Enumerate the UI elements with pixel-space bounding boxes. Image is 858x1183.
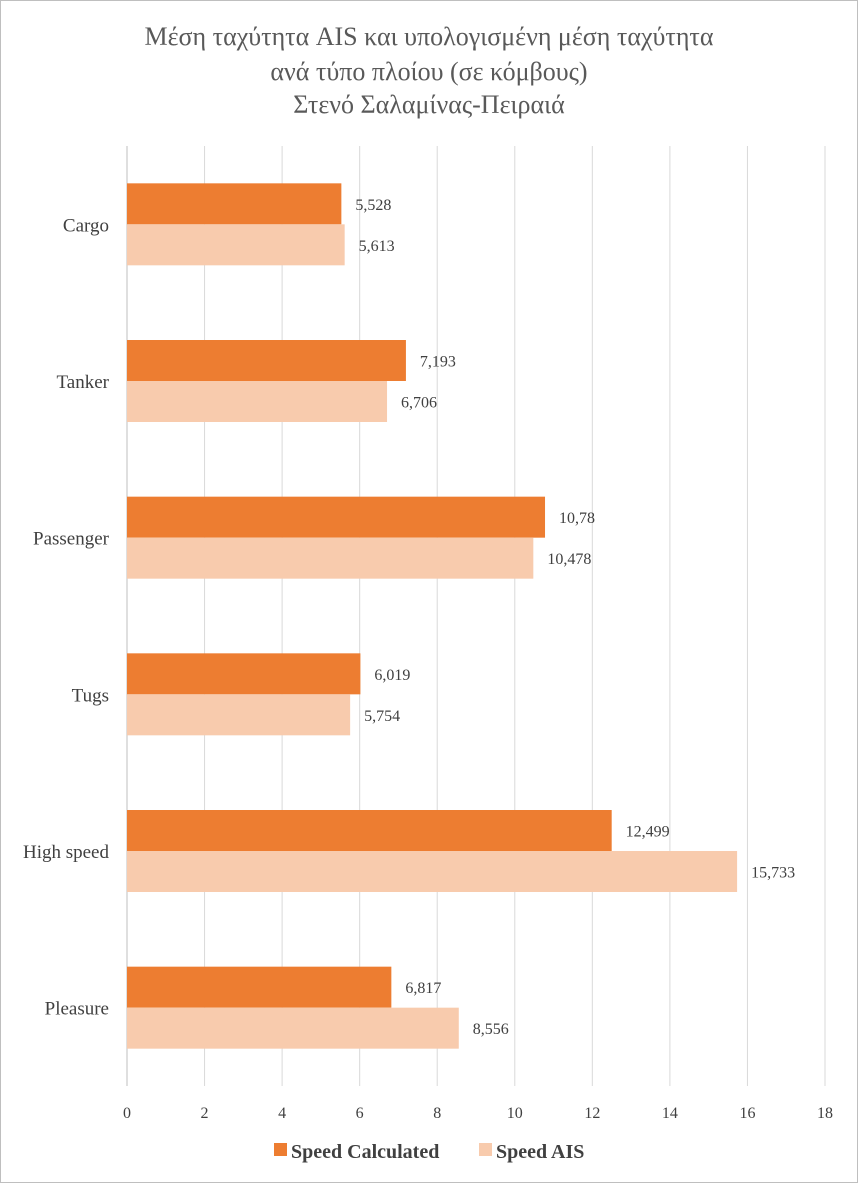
category-label: High speed: [23, 842, 110, 863]
x-tick-label: 4: [278, 1105, 286, 1122]
data-label: 6,019: [374, 667, 410, 684]
category-label: Cargo: [63, 215, 109, 236]
legend-label: Speed Calculated: [291, 1141, 439, 1163]
bar-speed-calculated-passenger: [127, 496, 546, 538]
data-label: 10,478: [547, 551, 591, 568]
x-tick-label: 18: [817, 1105, 833, 1122]
data-label: 5,528: [355, 197, 391, 214]
x-tick-label: 10: [507, 1105, 523, 1122]
category-label: Tanker: [57, 372, 110, 393]
data-label: 5,613: [359, 238, 395, 255]
gridlines: [126, 146, 826, 1086]
data-label: 6,706: [401, 395, 437, 412]
x-tick-label: 2: [201, 1105, 209, 1122]
data-label: 5,754: [364, 708, 400, 725]
chart-title-line: ανά τύπο πλοίου (σε κόμβους): [270, 57, 587, 86]
bar-speed-ais-cargo: [127, 224, 345, 266]
legend-label: Speed AIS: [496, 1141, 584, 1163]
bar-speed-calculated-cargo: [127, 183, 342, 225]
bar-speed-calculated-tugs: [127, 653, 361, 695]
bar-speed-calculated-high-speed: [127, 810, 612, 851]
chart-title: Μέση ταχύτητα AIS και υπολογισμένη μέση …: [144, 22, 713, 119]
bar-speed-ais-pleasure: [127, 1007, 459, 1049]
bar-speed-calculated-pleasure: [127, 966, 392, 1008]
data-label: 6,817: [405, 980, 441, 997]
bar-speed-calculated-tanker: [127, 340, 406, 381]
bar-speed-ais-tanker: [127, 381, 388, 422]
data-label: 10,78: [559, 510, 595, 527]
x-tick-label: 16: [739, 1105, 755, 1122]
legend-swatch: [274, 1143, 287, 1156]
data-label: 12,499: [626, 824, 670, 841]
bars: [127, 183, 738, 1049]
x-axis-ticks: 0 2 4 6 8 10 12 14 16 18: [123, 1105, 833, 1122]
chart-title-line: Μέση ταχύτητα AIS και υπολογισμένη μέση …: [144, 22, 713, 51]
bar-speed-ais-passenger: [127, 537, 534, 579]
x-tick-label: 14: [662, 1105, 678, 1122]
data-label: 7,193: [420, 354, 456, 371]
chart-title-line: Στενό Σαλαμίνας-Πειραιά: [293, 90, 565, 119]
data-label: 8,556: [473, 1021, 509, 1038]
legend: Speed Calculated Speed AIS: [274, 1141, 584, 1163]
category-label: Tugs: [72, 685, 109, 706]
data-label: 15,733: [751, 865, 795, 882]
category-labels: Cargo Tanker Passenger Tugs High speed Pleasu…: [23, 215, 110, 1019]
bar-speed-ais-high-speed: [127, 851, 738, 892]
bar-speed-ais-tugs: [127, 694, 351, 736]
x-tick-label: 0: [123, 1105, 131, 1122]
x-tick-label: 6: [356, 1105, 364, 1122]
data-labels: 5,528 5,613 7,193 6,706 10,78 10,478 6,019 5,75…: [355, 197, 795, 1038]
category-label: Pleasure: [45, 999, 109, 1020]
legend-swatch: [479, 1143, 492, 1156]
category-label: Passenger: [33, 529, 110, 550]
x-tick-label: 12: [584, 1105, 600, 1122]
x-tick-label: 8: [433, 1105, 441, 1122]
